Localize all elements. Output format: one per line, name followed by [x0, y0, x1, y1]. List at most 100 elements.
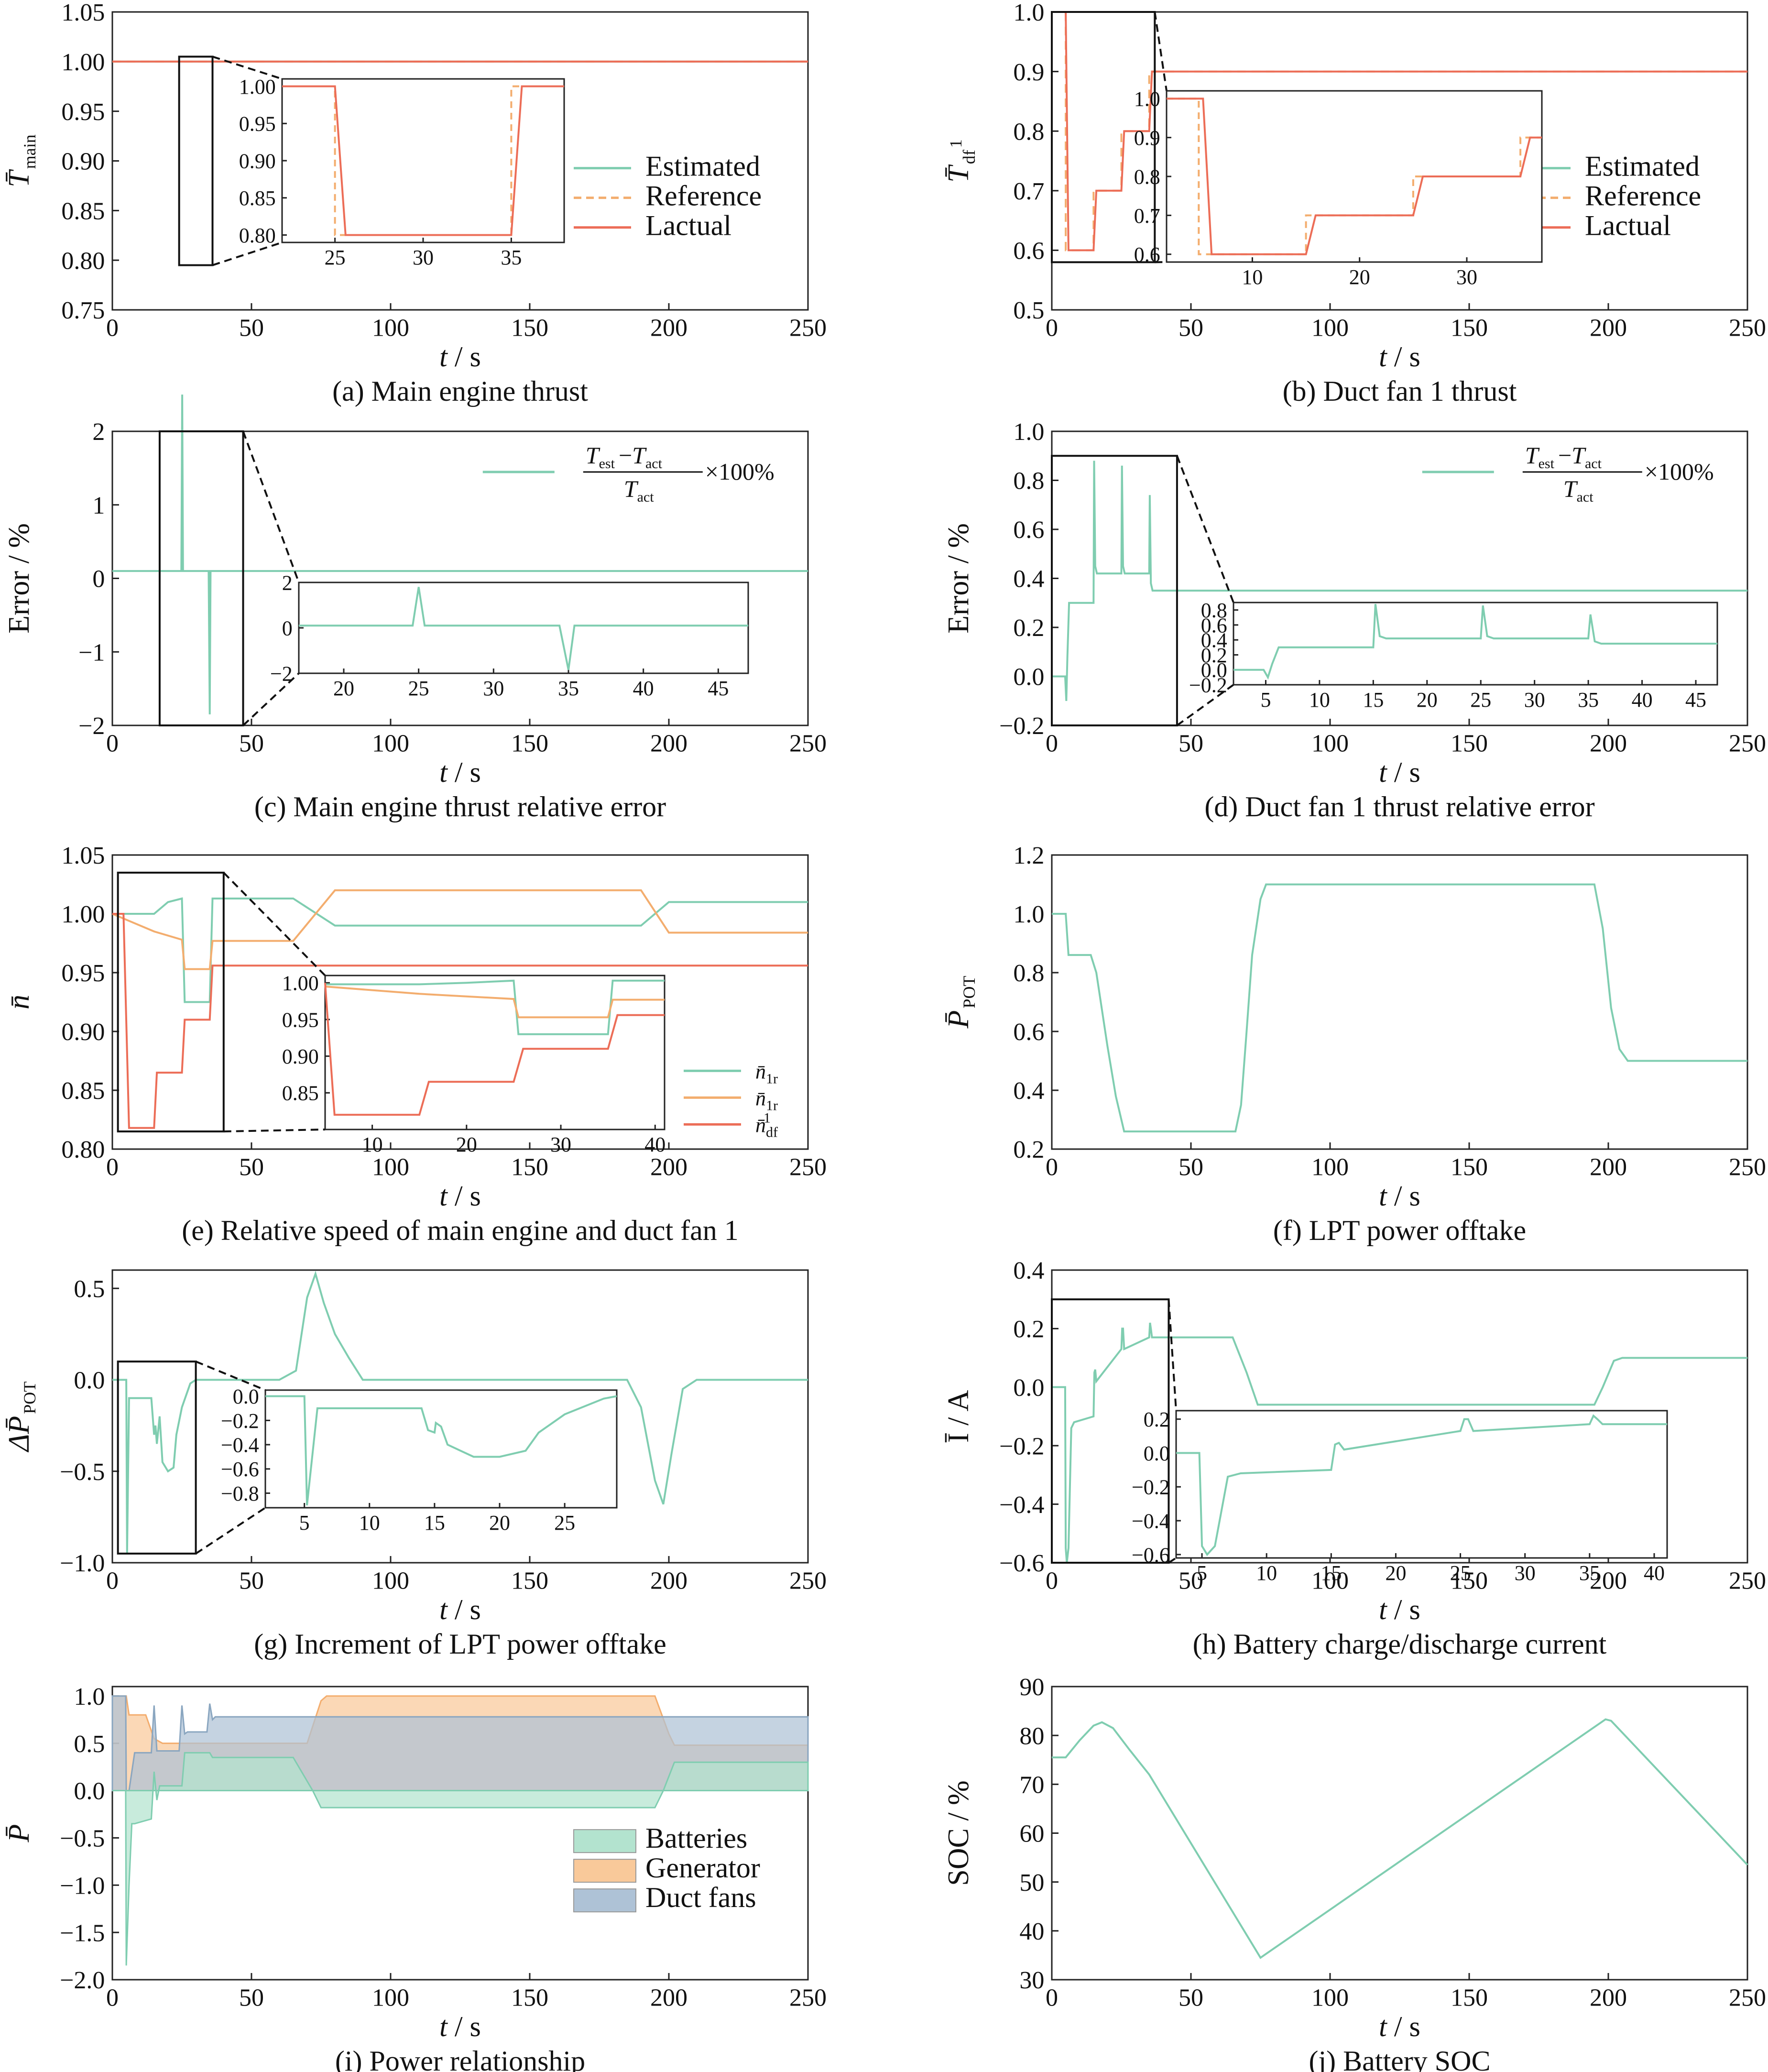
y-tick-label: 0.90	[61, 1019, 105, 1046]
x-axis-label: t / s	[439, 2011, 481, 2042]
inset-x-tick-label: 20	[1417, 688, 1438, 712]
legend-swatch	[573, 1859, 636, 1883]
y-tick-label: 1.05	[61, 842, 105, 869]
x-tick-label: 200	[1590, 315, 1627, 342]
zoom-box	[117, 1360, 197, 1555]
y-axis-label: ΔP̄ POT	[3, 1381, 39, 1453]
panel-d: 0 50 100 150 200 250−0.20.00.20.40.60.81.0t /…	[942, 418, 1766, 822]
y-label-main: ΔP̄	[3, 1416, 35, 1453]
x-tick-label: 100	[1311, 730, 1349, 757]
y-tick-label: 70	[1019, 1772, 1044, 1799]
plot-frame	[111, 430, 809, 726]
y-tick-label: 0.2	[1013, 1136, 1044, 1163]
formula-sub: est	[599, 456, 615, 471]
zoom-box	[1051, 1298, 1170, 1564]
caption: (a) Main engine thrust	[332, 375, 588, 407]
panel-a: 0 50 100 150 200 250 0.75 0.80 0.85 0.90 0.95 1.00 1…	[3, 0, 827, 407]
x-tick-label: 50	[239, 1154, 264, 1181]
inset-y-tick-label: 0.0	[1201, 658, 1227, 682]
x-tick-label: 50	[239, 730, 264, 757]
formula-sub: est	[1539, 456, 1555, 471]
caption: (g) Increment of LPT power offtake	[254, 1628, 666, 1660]
zoom-box	[178, 55, 214, 266]
inset-x-tick-label: 10	[362, 1133, 383, 1156]
x-axis-label: t / s	[439, 756, 481, 788]
inset-x-tick-label: 20	[1349, 265, 1370, 289]
inset-x-tick-label: 25	[325, 246, 346, 269]
y-tick-label: −0.4	[999, 1491, 1044, 1519]
series-line	[1052, 11, 1747, 252]
inset-y-tick-label: 0.8	[1201, 599, 1227, 622]
y-tick-label: 40	[1019, 1918, 1044, 1945]
x-tick-label: 100	[372, 315, 409, 342]
legend-label: n̄1r	[755, 1086, 778, 1113]
x-axis-label: t / s	[1379, 341, 1420, 373]
zoom-connector	[223, 1129, 326, 1133]
y-tick-label: 0.2	[1013, 614, 1044, 642]
zoom-connector	[1168, 1299, 1177, 1411]
y-tick-label: 0.5	[74, 1275, 105, 1303]
series-line	[1052, 11, 1747, 252]
y-tick-label: 1.0	[1013, 0, 1044, 26]
x-label-unit: / s	[447, 341, 481, 373]
y-tick-label: 0.8	[1013, 118, 1044, 145]
x-tick-label: 150	[1451, 1154, 1488, 1181]
zoom-connector	[242, 431, 300, 583]
y-tick-label: 1.0	[74, 1683, 105, 1710]
y-tick-label: −0.2	[999, 713, 1044, 740]
inset-plot-frame	[298, 581, 749, 674]
x-label-unit: / s	[1387, 756, 1420, 788]
zoom-box	[158, 430, 244, 726]
y-axis-label: P̄POT	[942, 976, 979, 1029]
y-label-main: n̄	[3, 995, 35, 1009]
caption: (b) Duct fan 1 thrust	[1283, 375, 1517, 407]
y-tick-label: 0.0	[74, 1367, 105, 1394]
inset-x-tick-label: 40	[1644, 1561, 1665, 1585]
zoom-connector	[1176, 455, 1234, 603]
y-label-sub: POT	[960, 976, 979, 1009]
x-tick-label: 0	[106, 315, 119, 342]
x-label-unit: / s	[1387, 1180, 1420, 1212]
x-tick-label: 0	[1046, 315, 1058, 342]
x-label-var: t	[439, 1594, 448, 1625]
y-tick-label: 1.00	[61, 901, 105, 928]
caption: (j) Battery SOC	[1309, 2045, 1491, 2072]
inset-x-tick-label: 25	[408, 677, 429, 700]
y-tick-label: 1.0	[1013, 418, 1044, 446]
x-label-var: t	[1379, 756, 1387, 788]
inset-y-tick-label: 0.9	[1134, 126, 1160, 150]
x-tick-label: 250	[789, 1154, 827, 1181]
y-axis-label: P̄	[3, 1824, 35, 1843]
x-tick-label: 50	[239, 1568, 264, 1595]
inset-x-tick-label: 10	[1309, 688, 1330, 712]
inset-x-tick-label: 5	[1197, 1561, 1207, 1585]
inset-x-tick-label: 10	[1256, 1561, 1277, 1585]
inset-x-tick-label: 25	[1470, 688, 1491, 712]
x-tick-label: 50	[1179, 1154, 1203, 1181]
series-line	[1052, 1718, 1748, 1959]
y-tick-label: 0.0	[1013, 664, 1044, 691]
y-tick-label: 0	[92, 566, 105, 593]
inset-d: 5 10 15 20 25 30 35 40 45 −0.20.00.20.40.60.8	[1189, 599, 1718, 712]
y-tick-label: 0.95	[61, 960, 105, 987]
x-tick-label: 50	[1179, 730, 1203, 757]
zoom-box	[1051, 455, 1178, 726]
inset-g: 5 10 15 20 25 −0.8−0.6−0.4−0.20.0	[221, 1385, 618, 1535]
inset-y-tick-label: 0.90	[282, 1045, 319, 1068]
inset-y-tick-label: −0.6	[221, 1458, 259, 1481]
y-tick-label: 0.4	[1013, 1077, 1044, 1105]
y-tick-label: 90	[1019, 1674, 1044, 1701]
x-axis-label: t / s	[1379, 2011, 1420, 2042]
x-label-unit: / s	[1387, 341, 1420, 373]
x-tick-label: 250	[789, 1568, 827, 1595]
inset-y-tick-label: 2	[282, 571, 293, 594]
zoom-connector	[242, 672, 300, 726]
inset-x-tick-label: 35	[1579, 1561, 1600, 1585]
x-label-var: t	[439, 756, 448, 788]
legend-label: Duct fans	[645, 1882, 756, 1913]
inset-x-tick-label: 5	[1260, 688, 1271, 712]
inset-x-tick-label: 30	[413, 246, 434, 269]
legend-label: Estimated	[645, 151, 760, 182]
inset-series-line	[324, 983, 665, 1116]
x-tick-label: 150	[1451, 315, 1488, 342]
